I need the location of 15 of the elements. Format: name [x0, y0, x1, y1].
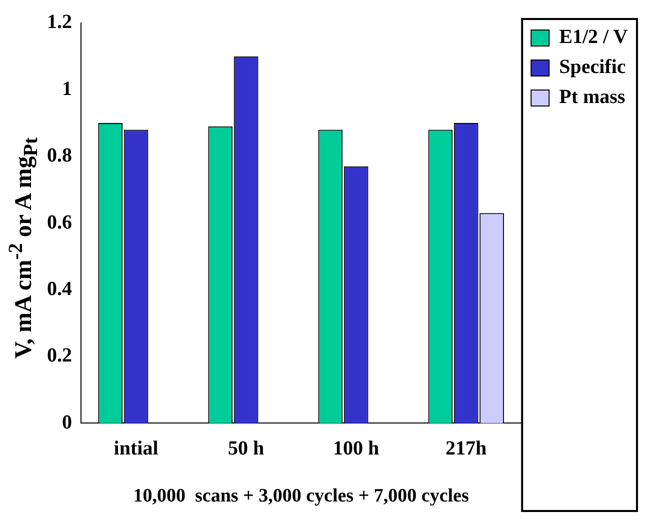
legend-label: Specific [559, 56, 626, 78]
y-tick-label: 1.2 [47, 11, 72, 34]
y-tick-label: 0 [62, 411, 72, 434]
x-tick-label: 100 h [333, 437, 380, 460]
y-tick-label: 0.2 [47, 344, 72, 367]
x-axis-title: 10,000 scans + 3,000 cycles + 7,000 cycles [133, 486, 469, 507]
x-tick-label: 50 h [228, 437, 264, 460]
y-tick-label: 0.4 [47, 278, 72, 300]
y-tick-label: 1 [62, 78, 72, 100]
legend-label: Pt mass [559, 86, 626, 108]
y-tick-label: 0.6 [47, 211, 72, 234]
legend-label: E1/2 / V [559, 26, 628, 48]
y-tick-label: 0.8 [47, 144, 72, 167]
x-tick-label: 217h [446, 437, 487, 460]
x-tick-label: intial [114, 437, 159, 460]
